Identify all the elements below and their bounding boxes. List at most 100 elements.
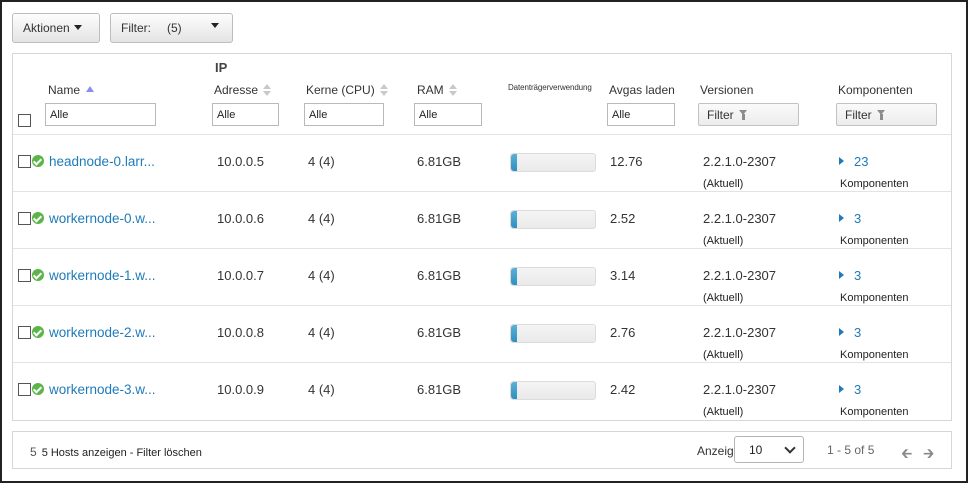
disk-usage-bar	[510, 267, 596, 286]
host-version: 2.2.1.0-2307	[703, 325, 777, 340]
column-header-ip[interactable]: Adresse	[214, 83, 272, 97]
column-header-name[interactable]: Name	[48, 83, 95, 97]
version-status: (Aktuell)	[703, 349, 744, 361]
name-filter-input[interactable]: Alle	[45, 103, 156, 126]
disk-usage-fill	[511, 382, 517, 399]
column-cores-label: Kerne (CPU)	[306, 83, 375, 97]
host-name-link[interactable]: workernode-0.w...	[49, 211, 156, 226]
component-count: 3	[854, 325, 862, 340]
row-checkbox[interactable]	[18, 326, 31, 339]
components-toggle[interactable]: 23	[839, 154, 868, 169]
table-row: workernode-3.w... 10.0.0.9 4 (4) 6.81GB …	[13, 362, 951, 419]
row-checkbox[interactable]	[18, 155, 31, 168]
column-header-load[interactable]: Avgas laden	[609, 83, 675, 97]
disk-usage-bar	[510, 153, 596, 172]
column-header-versions: Versionen	[700, 83, 754, 97]
host-cores: 4 (4)	[308, 382, 335, 397]
actions-label: Aktionen	[23, 21, 70, 35]
host-ip: 10.0.0.8	[217, 325, 264, 340]
components-toggle[interactable]: 3	[839, 211, 861, 226]
component-count: 3	[854, 211, 862, 226]
arrow-right-icon[interactable]: 🡲	[923, 446, 935, 462]
host-name-link[interactable]: workernode-1.w...	[49, 268, 156, 283]
chevron-down-icon	[784, 442, 796, 454]
host-ram: 6.81GB	[417, 268, 462, 283]
host-ram: 6.81GB	[417, 382, 462, 397]
column-header-ip-top: IP	[215, 60, 228, 75]
row-checkbox[interactable]	[18, 383, 31, 396]
sort-icon	[448, 84, 457, 96]
actions-dropdown-button[interactable]: Aktionen	[12, 13, 100, 43]
version-status: (Aktuell)	[703, 292, 744, 304]
host-version: 2.2.1.0-2307	[703, 154, 777, 169]
per-page-value: 10	[749, 443, 763, 457]
pagination-range: 1 - 5 of 5	[827, 443, 875, 457]
column-header-cores[interactable]: Kerne (CPU)	[306, 83, 388, 97]
host-cores: 4 (4)	[308, 154, 335, 169]
ram-filter-input[interactable]: Alle	[414, 103, 482, 126]
component-count: 23	[854, 154, 869, 169]
host-ip: 10.0.0.9	[217, 382, 264, 397]
column-name-label: Name	[48, 83, 81, 97]
version-status: (Aktuell)	[703, 235, 744, 247]
caret-down-icon	[211, 23, 219, 28]
host-version: 2.2.1.0-2307	[703, 382, 777, 397]
status-ok-icon	[32, 326, 44, 338]
host-ram: 6.81GB	[417, 211, 462, 226]
row-checkbox[interactable]	[18, 212, 31, 225]
host-ram: 6.81GB	[417, 325, 462, 340]
ip-filter-input[interactable]: Alle	[212, 103, 279, 126]
host-name-link[interactable]: workernode-3.w...	[49, 382, 156, 397]
sort-icon	[379, 84, 388, 96]
components-filter-label: Filter	[845, 108, 872, 122]
host-version: 2.2.1.0-2307	[703, 268, 777, 283]
select-all-checkbox[interactable]	[18, 114, 31, 127]
status-ok-icon	[32, 155, 44, 167]
host-load: 2.42	[610, 382, 636, 397]
filter-label: Filter:	[121, 21, 151, 35]
clear-filters-link[interactable]: 5 Hosts anzeigen - Filter löschen	[41, 447, 202, 459]
table-row: workernode-2.w... 10.0.0.8 4 (4) 6.81GB …	[13, 305, 951, 362]
host-cores: 4 (4)	[308, 211, 335, 226]
components-label: Komponenten	[840, 292, 909, 304]
column-ip-label: Adresse	[214, 83, 259, 97]
caret-right-icon	[839, 385, 844, 393]
cores-filter-input[interactable]: Alle	[304, 103, 384, 126]
disk-usage-fill	[511, 154, 517, 171]
host-ip: 10.0.0.7	[217, 268, 264, 283]
column-header-ram[interactable]: RAM	[417, 83, 457, 97]
host-name-link[interactable]: headnode-0.larr...	[49, 154, 155, 169]
row-checkbox[interactable]	[18, 269, 31, 282]
host-load: 2.52	[610, 211, 636, 226]
filter-dropdown-button[interactable]: Filter: (5)	[110, 13, 233, 43]
caret-right-icon	[839, 328, 844, 336]
components-filter-button[interactable]: Filter	[836, 103, 937, 126]
status-ok-icon	[32, 383, 44, 395]
component-count: 3	[854, 268, 862, 283]
disk-usage-fill	[511, 211, 517, 228]
components-label: Komponenten	[840, 406, 909, 418]
arrow-left-icon[interactable]: 🡰	[901, 446, 913, 462]
filter-count: (5)	[167, 21, 182, 35]
disk-usage-bar	[510, 210, 596, 229]
disk-usage-fill	[511, 268, 517, 285]
per-page-select[interactable]: 10	[734, 436, 804, 463]
hosts-table: Name IP Adresse Kerne (CPU) RAM Datenträ…	[12, 53, 952, 421]
caret-down-icon	[73, 24, 82, 30]
components-toggle[interactable]: 3	[839, 382, 861, 397]
versions-filter-button[interactable]: Filter	[698, 103, 799, 126]
components-toggle[interactable]: 3	[839, 325, 861, 340]
column-ram-label: RAM	[417, 83, 444, 97]
host-load: 12.76	[610, 154, 643, 169]
column-load-label: Avgas laden	[609, 83, 675, 97]
host-name-link[interactable]: workernode-2.w...	[49, 325, 156, 340]
table-row: headnode-0.larr... 10.0.0.5 4 (4) 6.81GB…	[13, 134, 951, 191]
load-filter-input[interactable]: Alle	[607, 103, 675, 126]
component-count: 3	[854, 382, 862, 397]
caret-right-icon	[839, 214, 844, 222]
components-toggle[interactable]: 3	[839, 268, 861, 283]
column-header-disk[interactable]: Datenträgerverwendung	[508, 83, 592, 92]
host-count: 5	[30, 445, 37, 459]
disk-usage-bar	[510, 381, 596, 400]
